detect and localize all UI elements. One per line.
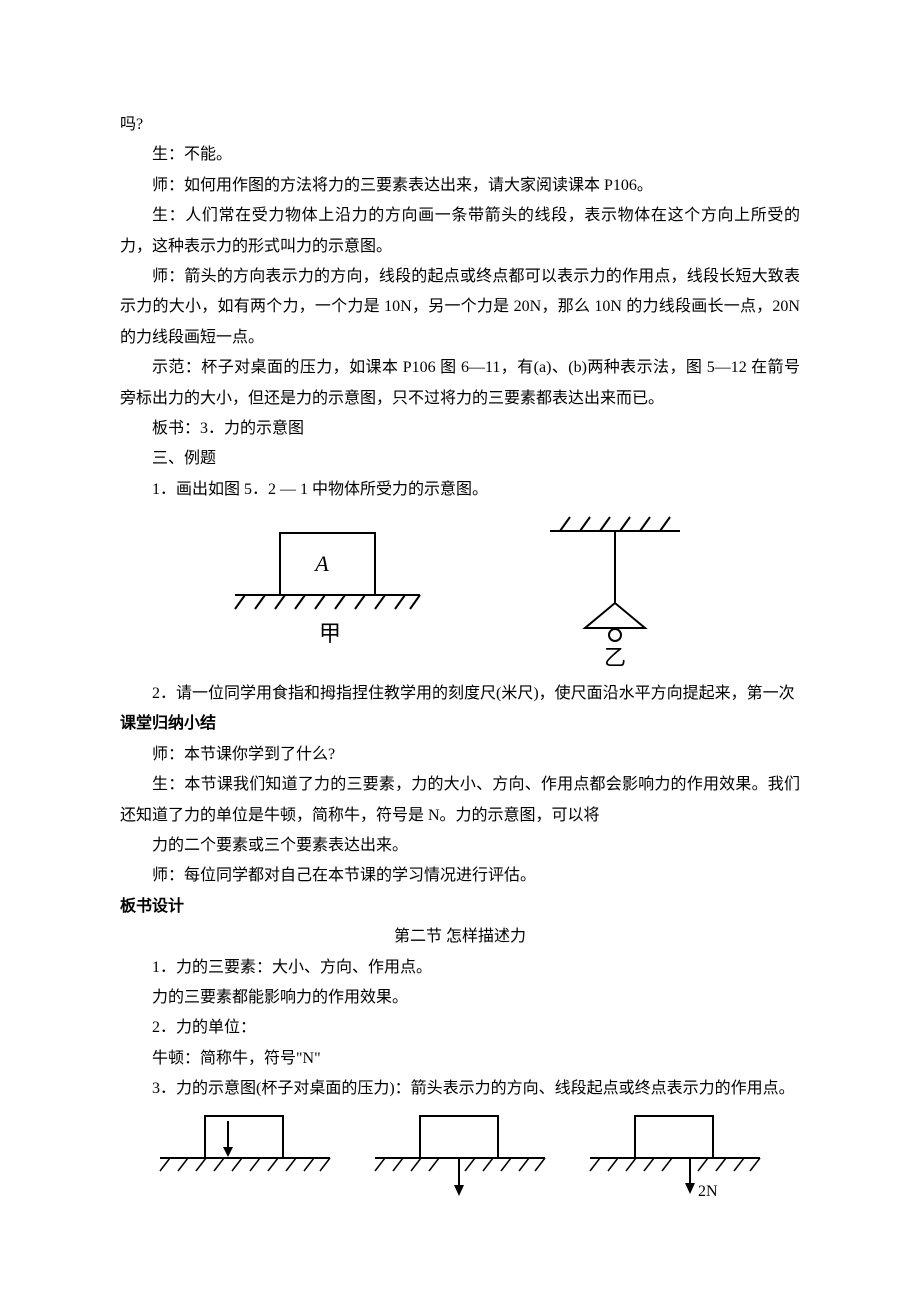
- text-line: 师：本节课你学到了什么?: [120, 740, 800, 770]
- text-line: 牛顿：简称牛，符号"N": [120, 1044, 800, 1074]
- text-line: 示范：杯子对桌面的压力，如课本 P106 图 6—11，有(a)、(b)两种表示…: [120, 353, 800, 414]
- text-line: 1．画出如图 5．2 — 1 中物体所受力的示意图。: [120, 475, 800, 505]
- text-line: 板书：3．力的示意图: [120, 414, 800, 444]
- document-page: 吗? 生：不能。 师：如何用作图的方法将力的三要素表达出来，请大家阅读课本 P1…: [0, 0, 920, 1302]
- text-line: 生：不能。: [120, 140, 800, 170]
- text-line: 2．请一位同学用食指和拇指捏住教学用的刻度尺(米尺)，使尺面沿水平方向提起来，第…: [120, 679, 800, 709]
- text-line: 生：本节课我们知道了力的三要素，力的大小、方向、作用点都会影响力的作用效果。我们…: [120, 770, 800, 831]
- diagram-hanging-lamp: 乙: [535, 513, 695, 673]
- label-A: A: [313, 551, 329, 576]
- text-line: 力的二个要素或三个要素表达出来。: [120, 831, 800, 861]
- diagram-block-on-ground: A 甲: [225, 513, 425, 663]
- text-line: 1．力的三要素：大小、方向、作用点。: [120, 953, 800, 983]
- text-line: 2．力的单位：: [120, 1013, 800, 1043]
- text-line: 生：人们常在受力物体上沿力的方向画一条带箭头的线段，表示物体在这个方向上所受的力…: [120, 201, 800, 262]
- label-2N: 2N: [698, 1183, 718, 1200]
- diagram-force-a: [150, 1111, 340, 1201]
- text-line: 吗?: [120, 110, 800, 140]
- text-line-center: 第二节 怎样描述力: [120, 922, 800, 952]
- diagram-force-b: [365, 1111, 555, 1201]
- text-line: 师：如何用作图的方法将力的三要素表达出来，请大家阅读课本 P106。: [120, 171, 800, 201]
- text-line: 3．力的示意图(杯子对桌面的压力)：箭头表示力的方向、线段起点或终点表示力的作用…: [120, 1074, 800, 1104]
- caption-jia: 甲: [319, 621, 341, 646]
- text-line: 师：每位同学都对自己在本节课的学习情况进行评估。: [120, 861, 800, 891]
- figure-row-1: A 甲: [120, 513, 800, 673]
- text-line: 师：箭头的方向表示力的方向，线段的起点或终点都可以表示力的作用点，线段长短大致表…: [120, 262, 800, 353]
- diagram-force-c: 2N: [580, 1111, 770, 1201]
- text-line: 力的三要素都能影响力的作用效果。: [120, 983, 800, 1013]
- caption-yi: 乙: [604, 645, 626, 670]
- text-line: 三、例题: [120, 444, 800, 474]
- heading-board: 板书设计: [120, 892, 800, 922]
- heading-summary: 课堂归纳小结: [120, 709, 800, 739]
- figure-row-2: 2N: [120, 1111, 800, 1201]
